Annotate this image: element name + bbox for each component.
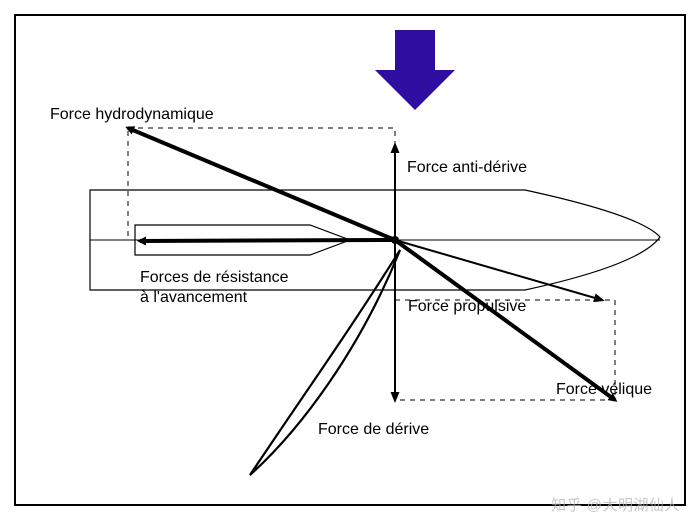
label-velique: Force vélique bbox=[556, 380, 652, 399]
force-diagram-canvas bbox=[0, 0, 700, 521]
label-resistance-line1: Forces de résistance bbox=[140, 268, 289, 287]
vector-propulsive bbox=[395, 240, 602, 300]
label-hydrodynamique: Force hydrodynamique bbox=[50, 105, 214, 124]
label-derive: Force de dérive bbox=[318, 420, 429, 439]
label-anti-derive: Force anti-dérive bbox=[407, 158, 527, 177]
force-origin-dot bbox=[391, 236, 399, 244]
label-propulsive: Force propulsive bbox=[408, 297, 526, 316]
vector-hydrodynamique bbox=[128, 128, 395, 240]
watermark-text: 知乎 @大明湖仙人 bbox=[551, 494, 680, 515]
vector-resistance bbox=[140, 240, 395, 241]
label-resistance-line2: à l'avancement bbox=[140, 288, 247, 307]
wind-arrow-icon bbox=[375, 30, 455, 110]
vector-velique bbox=[395, 240, 615, 400]
